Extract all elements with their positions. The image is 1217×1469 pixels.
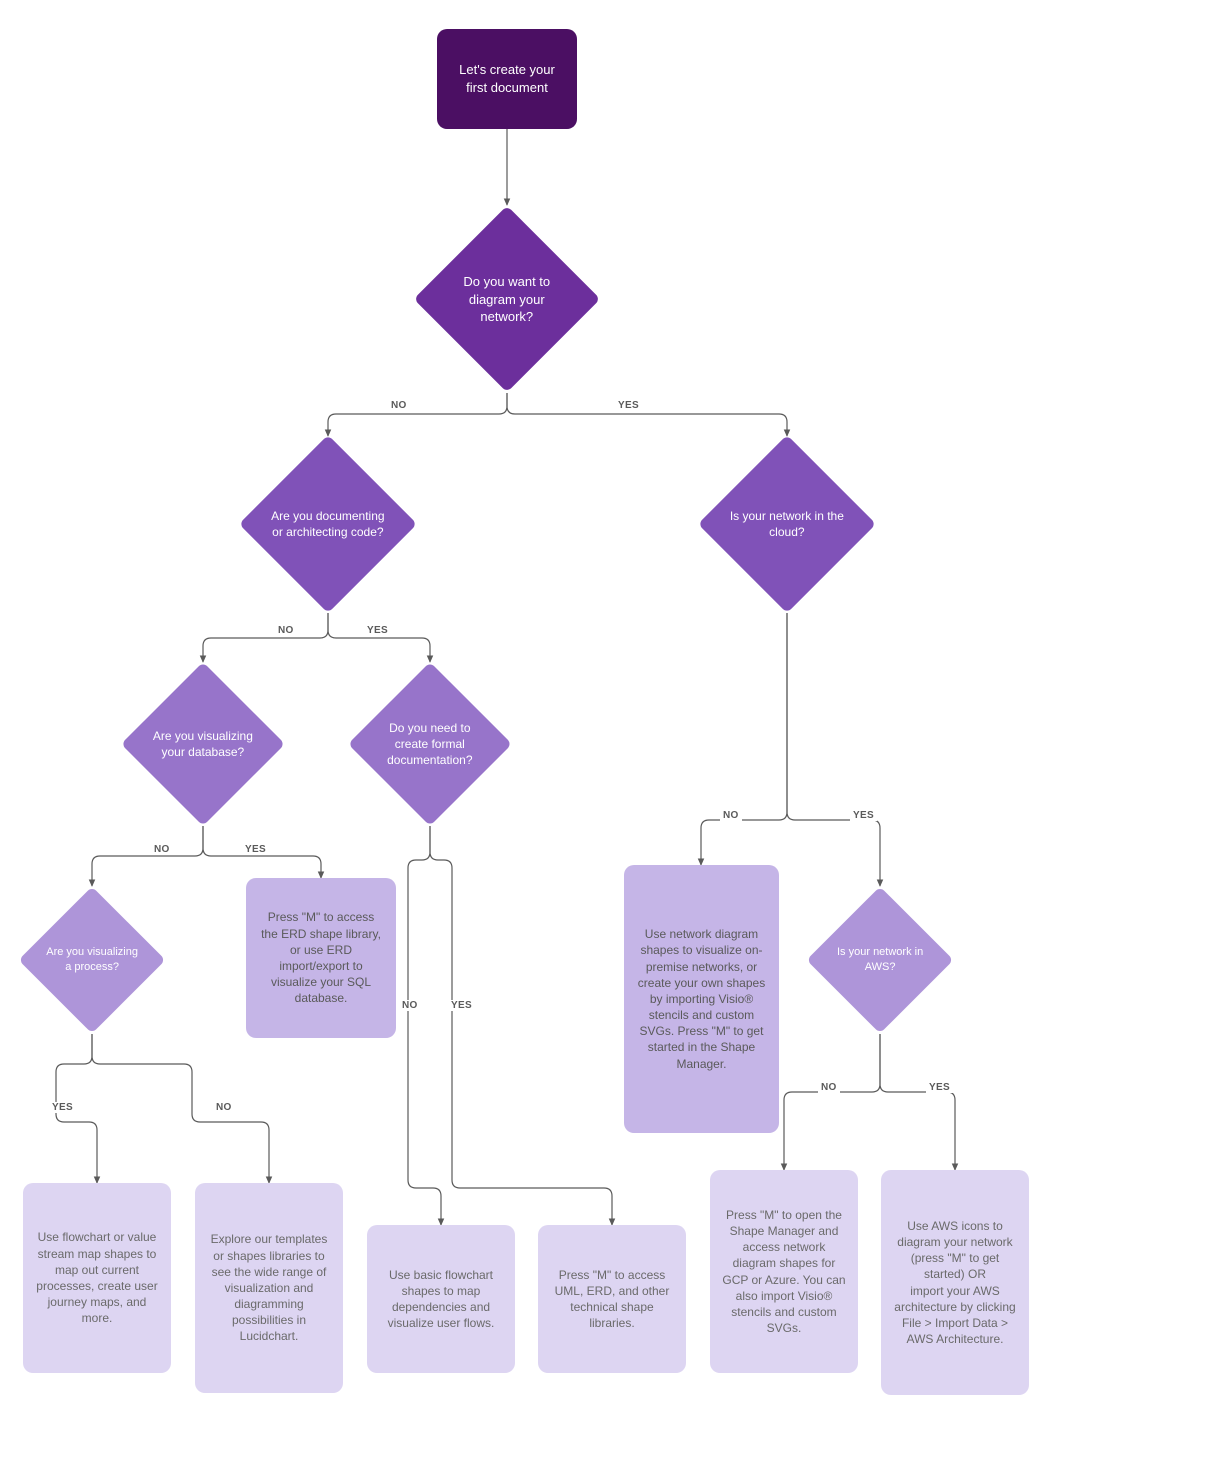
node-q_aws-label: Is your network in AWS? [828,941,932,979]
node-q_process-label: Are you visualizing a process? [40,941,144,979]
node-start-label: Let's create your first document [449,61,565,96]
edge-q_network-to-q_code [328,393,507,436]
node-leaf_flowchart: Use flowchart or value stream map shapes… [23,1183,171,1373]
node-leaf_gcp: Press "M" to open the Shape Manager and … [710,1170,858,1373]
node-q_network-label: Do you want to diagram your network? [441,269,573,330]
node-q_process: Are you visualizing a process? [18,886,165,1033]
edge-label-q_aws-leaf_gcp: NO [818,1082,840,1093]
node-leaf_erd: Press "M" to access the ERD shape librar… [246,878,396,1038]
edge-label-q_cloud-leaf_onprem: NO [720,810,742,821]
edge-label-q_formal-leaf_uml: YES [448,1000,475,1011]
edge-q_network-to-q_cloud [507,393,787,436]
node-q_formal: Do you need to create formal documentati… [348,662,512,826]
node-leaf_erd-label: Press "M" to access the ERD shape librar… [258,909,384,1006]
node-start: Let's create your first document [437,29,577,129]
node-q_formal-label: Do you need to create formal documentati… [372,716,488,773]
node-leaf_basic-label: Use basic flowchart shapes to map depend… [379,1267,503,1332]
node-leaf_aws-label: Use AWS icons to diagram your network (p… [893,1218,1017,1348]
edge-label-q_process-leaf_explore: NO [213,1102,235,1113]
edge-q_formal-to-leaf_uml [430,826,612,1225]
edge-q_process-to-leaf_explore [92,1034,269,1183]
edge-q_aws-to-leaf_gcp [784,1034,880,1170]
edge-q_cloud-to-q_aws [787,613,880,886]
node-q_cloud: Is your network in the cloud? [698,435,876,613]
edge-label-q_code-q_formal: YES [364,625,391,636]
node-leaf_aws: Use AWS icons to diagram your network (p… [881,1170,1029,1395]
edge-label-q_formal-leaf_basic: NO [399,1000,421,1011]
edge-q_db-to-q_process [92,826,203,886]
node-leaf_flowchart-label: Use flowchart or value stream map shapes… [35,1229,159,1326]
node-leaf_basic: Use basic flowchart shapes to map depend… [367,1225,515,1373]
edge-label-q_network-q_cloud: YES [615,400,642,411]
edge-q_code-to-q_formal [328,613,430,662]
edge-q_code-to-q_db [203,613,328,662]
node-q_db: Are you visualizing your database? [121,662,285,826]
edge-q_formal-to-leaf_basic [408,826,441,1225]
edge-label-q_code-q_db: NO [275,625,297,636]
node-leaf_onprem-label: Use network diagram shapes to visualize … [636,926,767,1072]
edge-label-q_cloud-q_aws: YES [850,810,877,821]
edge-label-q_aws-leaf_aws: YES [926,1082,953,1093]
edge-q_aws-to-leaf_aws [880,1034,955,1170]
node-leaf_uml-label: Press "M" to access UML, ERD, and other … [550,1267,674,1332]
edge-label-q_process-leaf_flowchart: YES [49,1102,76,1113]
node-q_code-label: Are you documenting or architecting code… [265,504,391,544]
edge-label-q_db-leaf_erd: YES [242,844,269,855]
node-leaf_explore-label: Explore our templates or shapes librarie… [207,1231,331,1344]
node-q_aws: Is your network in AWS? [806,886,953,1033]
node-leaf_onprem: Use network diagram shapes to visualize … [624,865,779,1133]
node-q_cloud-label: Is your network in the cloud? [724,504,850,544]
node-q_network: Do you want to diagram your network? [414,206,601,393]
edge-label-q_db-q_process: NO [151,844,173,855]
node-q_db-label: Are you visualizing your database? [145,724,261,764]
edge-label-q_network-q_code: NO [388,400,410,411]
node-leaf_uml: Press "M" to access UML, ERD, and other … [538,1225,686,1373]
flowchart-canvas: { "type": "flowchart", "canvas": { "widt… [0,0,1217,1469]
edge-q_cloud-to-leaf_onprem [701,613,787,865]
node-leaf_gcp-label: Press "M" to open the Shape Manager and … [722,1207,846,1337]
node-leaf_explore: Explore our templates or shapes librarie… [195,1183,343,1393]
node-q_code: Are you documenting or architecting code… [239,435,417,613]
